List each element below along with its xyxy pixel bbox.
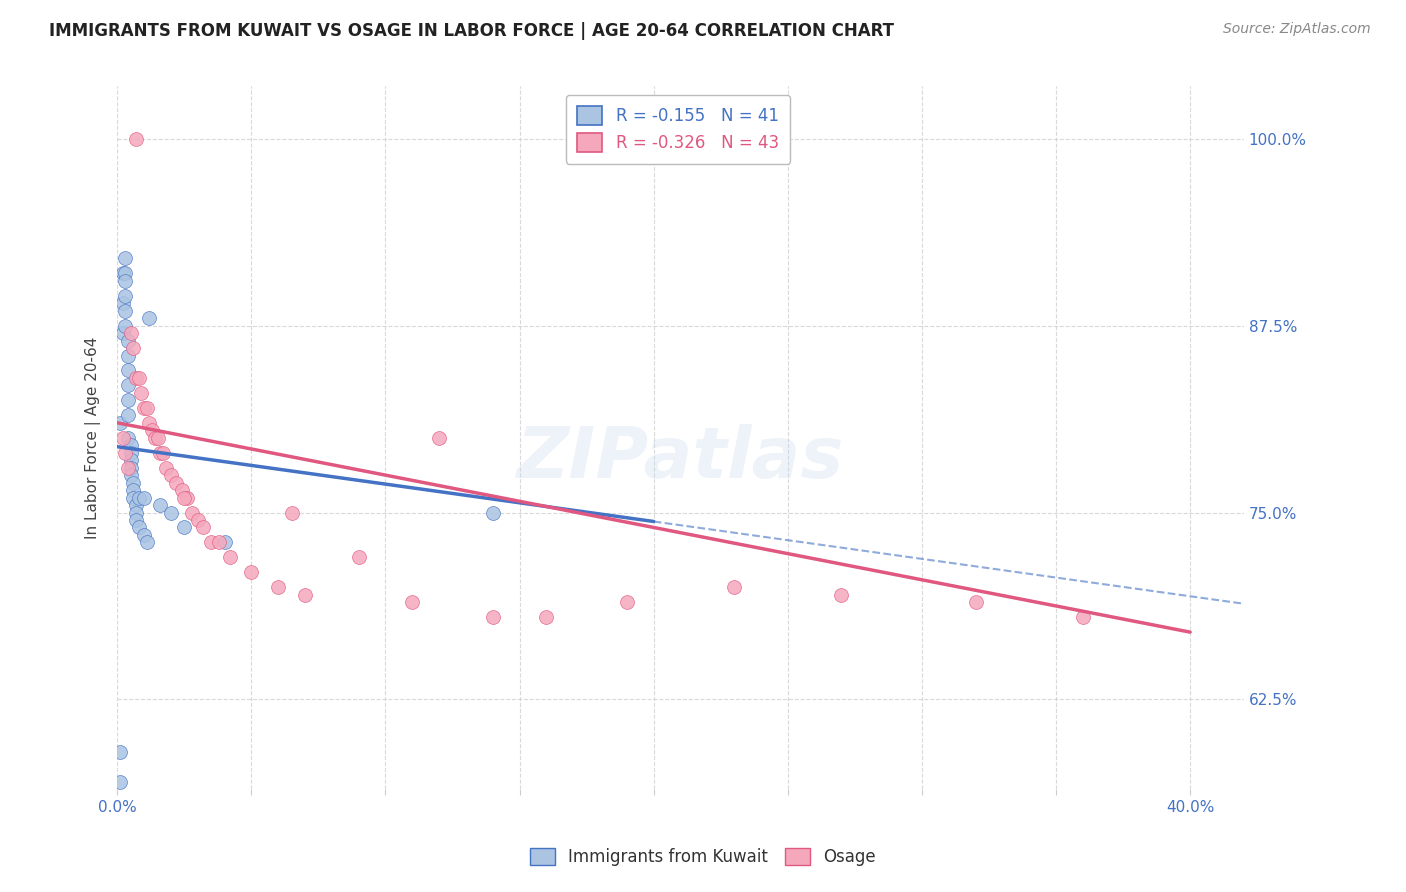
Point — [108, 774, 131, 789]
Point — [117, 334, 139, 348]
Point — [122, 341, 145, 355]
Y-axis label: In Labor Force | Age 20-64: In Labor Force | Age 20-64 — [86, 336, 101, 539]
Point — [149, 446, 172, 460]
Point — [117, 363, 139, 377]
Point — [830, 588, 852, 602]
Point — [132, 401, 155, 415]
Point — [347, 550, 370, 565]
Point — [149, 498, 172, 512]
Point — [128, 520, 150, 534]
Point — [122, 475, 145, 490]
Point — [117, 460, 139, 475]
Point — [132, 491, 155, 505]
Point — [125, 131, 148, 145]
Point — [135, 535, 157, 549]
Point — [176, 491, 198, 505]
Text: IMMIGRANTS FROM KUWAIT VS OSAGE IN LABOR FORCE | AGE 20-64 CORRELATION CHART: IMMIGRANTS FROM KUWAIT VS OSAGE IN LABOR… — [49, 22, 894, 40]
Point — [111, 326, 134, 340]
Point — [111, 431, 134, 445]
Point — [173, 520, 195, 534]
Point — [117, 431, 139, 445]
Point — [120, 468, 142, 483]
Point — [108, 745, 131, 759]
Point — [152, 446, 174, 460]
Point — [125, 506, 148, 520]
Point — [117, 349, 139, 363]
Point — [114, 446, 136, 460]
Point — [208, 535, 231, 549]
Point — [240, 566, 263, 580]
Point — [1071, 610, 1094, 624]
Legend: R = -0.155   N = 41, R = -0.326   N = 43: R = -0.155 N = 41, R = -0.326 N = 43 — [565, 95, 790, 164]
Point — [536, 610, 558, 624]
Point — [401, 595, 423, 609]
Text: Source: ZipAtlas.com: Source: ZipAtlas.com — [1223, 22, 1371, 37]
Point — [111, 266, 134, 280]
Point — [114, 289, 136, 303]
Point — [280, 506, 302, 520]
Point — [200, 535, 222, 549]
Point — [214, 535, 236, 549]
Point — [170, 483, 193, 497]
Point — [114, 318, 136, 333]
Point — [108, 416, 131, 430]
Point — [427, 431, 450, 445]
Point — [155, 460, 177, 475]
Point — [120, 453, 142, 467]
Point — [187, 513, 209, 527]
Point — [723, 580, 745, 594]
Point — [191, 520, 214, 534]
Point — [219, 550, 242, 565]
Point — [122, 483, 145, 497]
Point — [294, 588, 316, 602]
Point — [117, 393, 139, 408]
Point — [111, 296, 134, 310]
Point — [141, 423, 163, 437]
Point — [181, 506, 204, 520]
Point — [120, 326, 142, 340]
Point — [120, 460, 142, 475]
Point — [120, 446, 142, 460]
Point — [125, 371, 148, 385]
Point — [114, 303, 136, 318]
Point — [146, 431, 169, 445]
Point — [160, 506, 183, 520]
Text: ZIPatlas: ZIPatlas — [517, 425, 844, 493]
Point — [165, 475, 187, 490]
Point — [120, 438, 142, 452]
Point — [125, 498, 148, 512]
Point — [965, 595, 987, 609]
Point — [117, 409, 139, 423]
Point — [132, 528, 155, 542]
Point — [481, 506, 503, 520]
Point — [131, 385, 153, 400]
Point — [114, 266, 136, 280]
Point — [138, 416, 160, 430]
Point — [173, 491, 195, 505]
Point — [143, 431, 166, 445]
Point — [160, 468, 183, 483]
Point — [616, 595, 638, 609]
Point — [135, 401, 157, 415]
Point — [114, 252, 136, 266]
Point — [138, 311, 160, 326]
Point — [267, 580, 290, 594]
Point — [114, 274, 136, 288]
Point — [122, 491, 145, 505]
Point — [481, 610, 503, 624]
Legend: Immigrants from Kuwait, Osage: Immigrants from Kuwait, Osage — [523, 841, 883, 873]
Point — [125, 513, 148, 527]
Point — [128, 491, 150, 505]
Point — [117, 378, 139, 392]
Point — [128, 371, 150, 385]
